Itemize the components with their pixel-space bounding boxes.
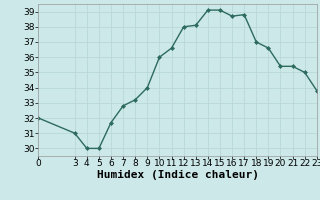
X-axis label: Humidex (Indice chaleur): Humidex (Indice chaleur) [97,170,259,180]
